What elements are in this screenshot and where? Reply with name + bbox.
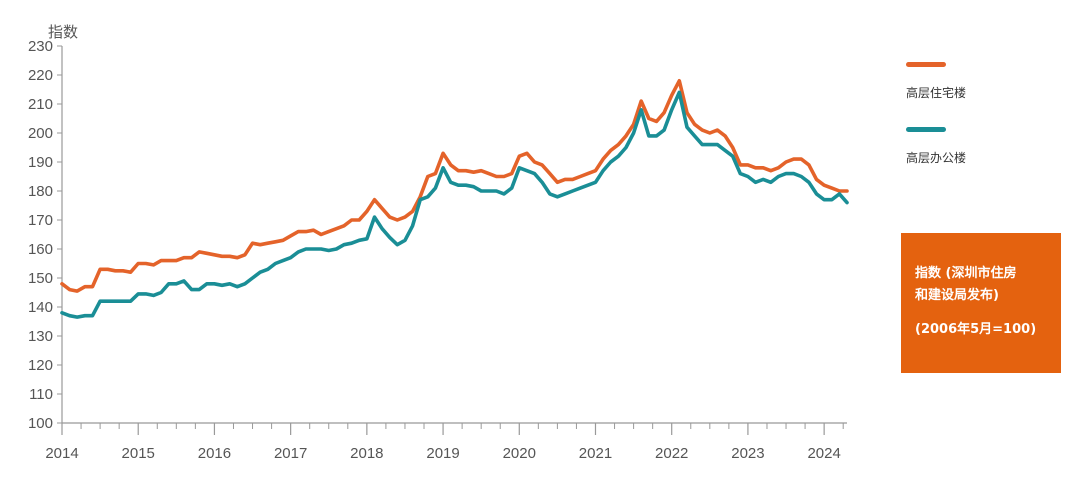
y-axis-label: 指数 (48, 23, 78, 41)
x-tick-label: 2017 (274, 445, 307, 462)
y-tick-label: 210 (28, 96, 53, 113)
index-note-box: 指数 (深圳市住房 和建设局发布) (2006年5月=100) (901, 233, 1061, 373)
y-tick-label: 170 (28, 212, 53, 229)
y-tick-label: 140 (28, 299, 53, 316)
y-tick-label: 230 (28, 38, 53, 55)
series-line-office (60, 90, 849, 319)
series-layer (60, 79, 849, 319)
x-tick-label: 2018 (350, 445, 383, 462)
legend-swatch-office (906, 127, 946, 132)
x-tick-label: 2024 (807, 445, 840, 462)
x-tick-label: 2014 (45, 445, 78, 462)
x-tick-label: 2021 (579, 445, 612, 462)
y-tick-label: 150 (28, 270, 53, 287)
legend: 高层住宅楼 高层办公楼 (906, 62, 1056, 192)
legend-label-residential: 高层住宅楼 (906, 86, 967, 100)
y-tick-label: 180 (28, 183, 53, 200)
y-tick-label: 190 (28, 154, 53, 171)
series-line-residential (60, 79, 849, 293)
note-line-3: (2006年5月=100) (915, 322, 1037, 337)
y-tick-label: 110 (29, 386, 53, 403)
y-tick-label: 100 (28, 415, 53, 432)
x-tick-label: 2016 (198, 445, 231, 462)
legend-item-residential: 高层住宅楼 (906, 62, 1056, 101)
y-axis: 100 110 120 130 140 150 160 170 180 190 200 210 220 2… (28, 38, 63, 432)
y-tick-label: 130 (28, 328, 53, 345)
y-tick-label: 220 (28, 67, 53, 84)
note-line-1: 指数 (深圳市住房 (915, 266, 1017, 281)
note-line-2: 和建设局发布) (915, 288, 999, 303)
legend-item-office: 高层办公楼 (906, 127, 1056, 166)
legend-label-office: 高层办公楼 (906, 151, 967, 165)
line-chart: 指数 100 110 120 130 140 150 160 170 180 190 200 210 2… (28, 23, 849, 462)
legend-swatch-residential (906, 62, 946, 67)
y-tick-label: 200 (28, 125, 53, 142)
x-tick-label: 2020 (503, 445, 536, 462)
x-tick-label: 2019 (426, 445, 459, 462)
x-tick-label: 2015 (122, 445, 155, 462)
x-axis: 2014 2015 2016 2017 2018 2019 2020 2021 2022 2023… (45, 422, 847, 462)
x-tick-label: 2023 (731, 445, 764, 462)
y-tick-label: 160 (28, 241, 53, 258)
x-tick-label: 2022 (655, 445, 688, 462)
y-tick-label: 120 (28, 357, 53, 374)
